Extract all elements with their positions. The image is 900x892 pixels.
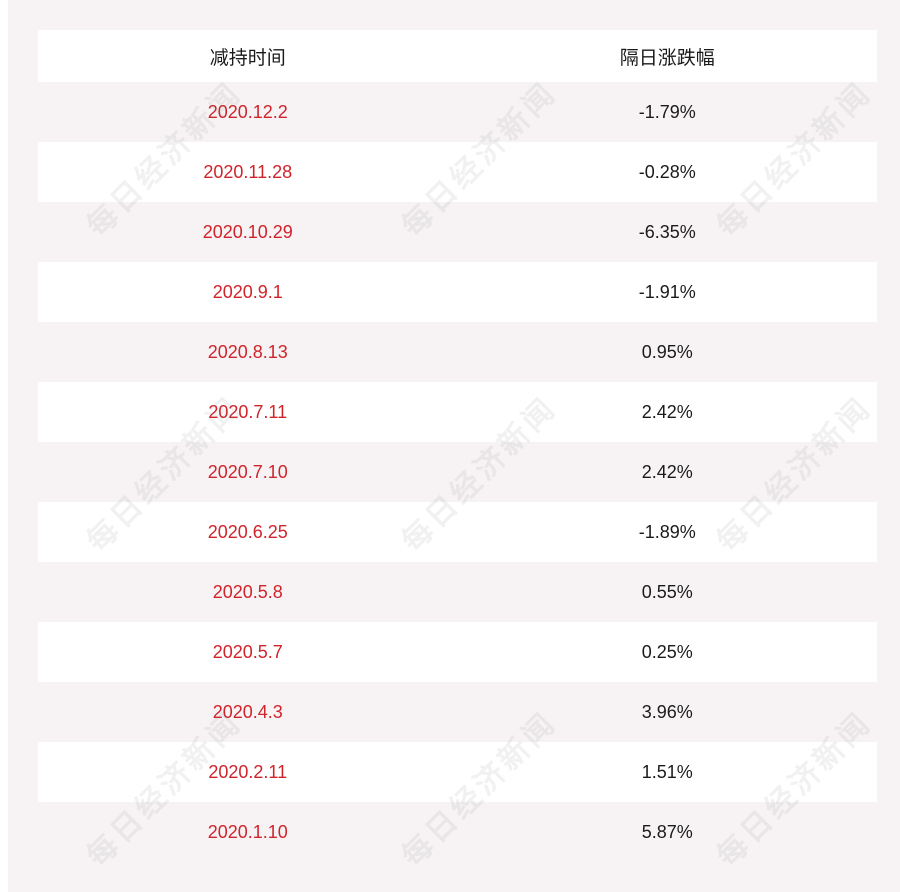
change-cell: 2.42% [641,401,693,422]
table-header-row: 减持时间 隔日涨跌幅 [38,30,877,82]
table-row: 2020.7.10 2.42% [38,442,877,502]
date-cell: 2020.5.7 [212,641,283,662]
table-row: 2020.6.25 -1.89% [38,502,877,562]
date-cell: 2020.9.1 [212,281,283,302]
change-cell: 3.96% [641,701,693,722]
table-row: 2020.5.7 0.25% [38,622,877,682]
date-cell: 2020.10.29 [202,221,293,242]
date-cell: 2020.11.28 [203,161,293,182]
change-cell: -6.35% [638,221,696,242]
change-cell: 0.25% [641,641,693,662]
date-cell: 2020.7.10 [207,461,288,482]
date-cell: 2020.2.11 [208,761,288,782]
change-cell: -1.79% [638,101,696,122]
change-cell: -0.28% [638,161,696,182]
date-cell: 2020.7.11 [208,401,288,422]
date-cell: 2020.6.25 [207,521,288,542]
table-row: 2020.7.11 2.42% [38,382,877,442]
table-row: 2020.4.3 3.96% [38,682,877,742]
table-row: 2020.8.13 0.95% [38,322,877,382]
change-cell: 2.42% [641,461,693,482]
change-cell: -1.91% [638,281,696,302]
date-cell: 2020.1.10 [207,821,288,842]
date-cell: 2020.8.13 [207,341,288,362]
date-cell: 2020.12.2 [207,101,288,122]
table-row: 2020.1.10 5.87% [38,802,877,862]
change-cell: 0.55% [641,581,693,602]
table-row: 2020.9.1 -1.91% [38,262,877,322]
change-cell: 5.87% [641,821,693,842]
change-cell: 1.51% [641,761,693,782]
table-row: 2020.12.2 -1.79% [38,82,877,142]
table-row: 2020.2.11 1.51% [38,742,877,802]
date-cell: 2020.4.3 [212,701,283,722]
table-body: 2020.12.2 -1.79% 2020.11.28 -0.28% 2020.10.2… [38,82,877,862]
change-cell: -1.89% [638,521,696,542]
date-cell: 2020.5.8 [212,581,283,602]
header-date: 减持时间 [209,46,286,69]
table-row: 2020.11.28 -0.28% [38,142,877,202]
table-row: 2020.5.8 0.55% [38,562,877,622]
reduction-table: 减持时间 隔日涨跌幅 2020.12.2 -1.79% 2020.11.28 -0.2… [38,30,877,862]
header-change: 隔日涨跌幅 [619,46,715,69]
table-row: 2020.10.29 -6.35% [38,202,877,262]
change-cell: 0.95% [641,341,693,362]
